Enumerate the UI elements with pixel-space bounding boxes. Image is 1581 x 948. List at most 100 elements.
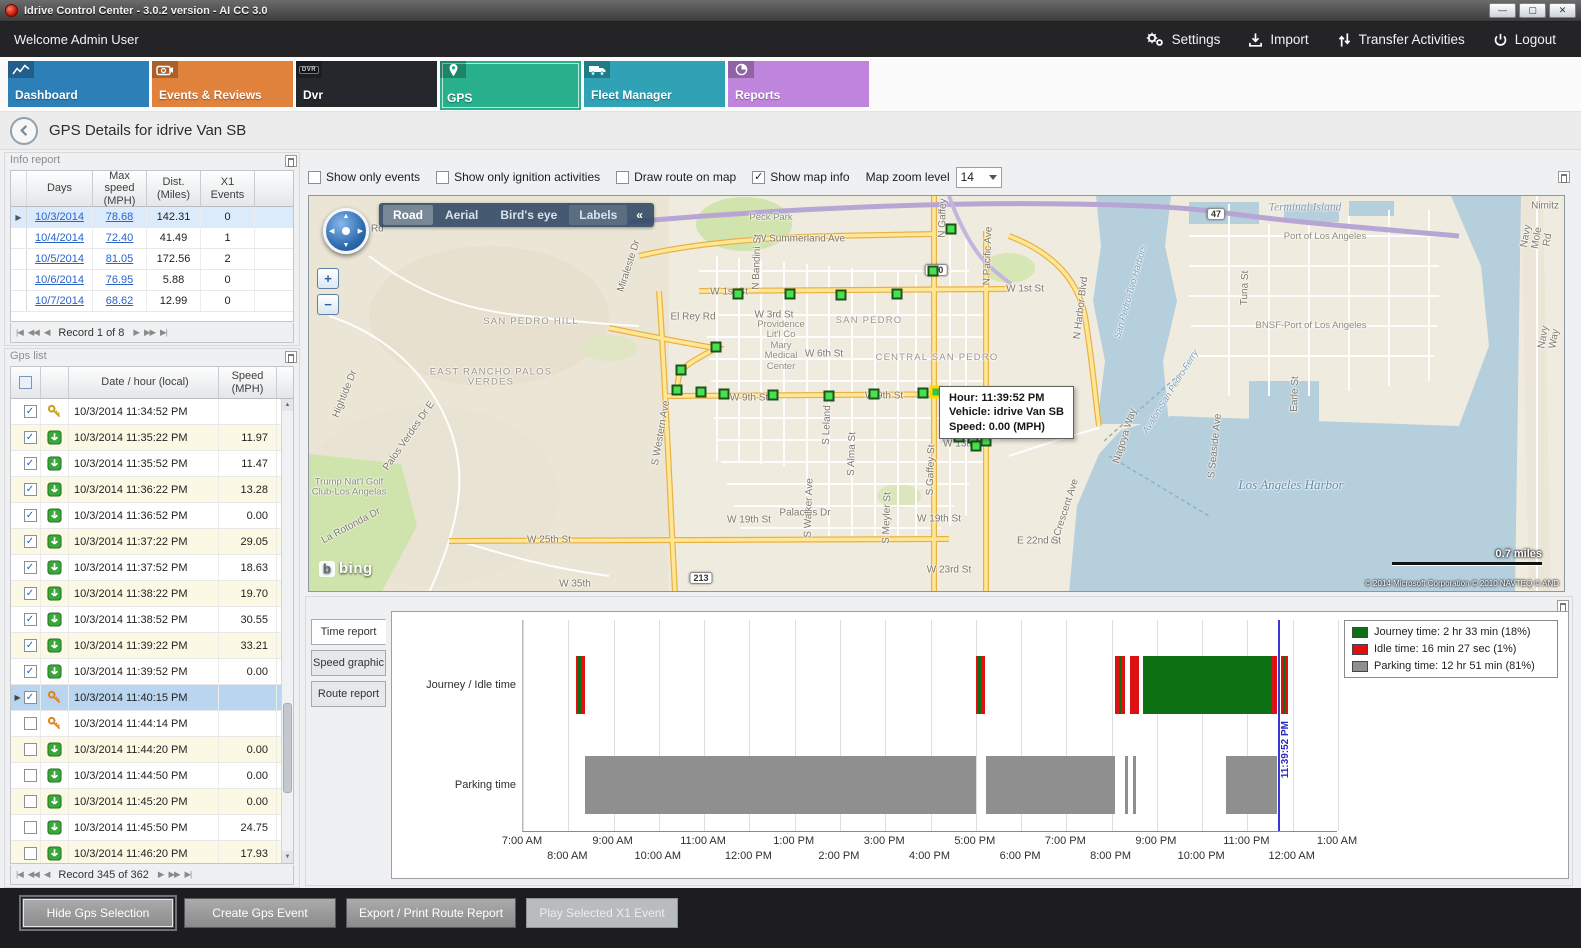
settings-button[interactable]: Settings (1134, 26, 1232, 53)
expand-panel-icon[interactable] (285, 351, 297, 363)
gps-row-checkbox[interactable]: ✓ (11, 529, 41, 554)
gps-datetime-cell[interactable]: 10/3/2014 11:36:52 PM (69, 503, 219, 528)
gps-list-row[interactable]: 10/3/2014 11:45:20 PM 0.00 (11, 789, 293, 815)
gps-row-checkbox[interactable]: ✓ (11, 425, 41, 450)
gps-list-row[interactable]: 10/3/2014 11:45:50 PM 24.75 (11, 815, 293, 841)
day-cell[interactable]: 10/7/2014 (27, 291, 93, 311)
gps-list-row[interactable]: ✓ 10/3/2014 11:34:52 PM (11, 399, 293, 425)
gps-row-checkbox[interactable] (11, 789, 41, 814)
map-style-birdseye[interactable]: Bird's eye (500, 208, 558, 222)
gps-point-marker[interactable] (835, 289, 847, 301)
gps-datetime-cell[interactable]: 10/3/2014 11:44:14 PM (69, 711, 219, 736)
max-speed-cell[interactable]: 78.68 (93, 207, 147, 227)
column-header-datetime[interactable]: Date / hour (local) (69, 367, 219, 398)
pan-left-icon[interactable]: ◀ (329, 228, 335, 235)
max-speed-cell[interactable]: 81.05 (93, 249, 147, 269)
select-all-checkbox[interactable] (11, 367, 41, 398)
column-header-speed[interactable]: Speed (MPH) (219, 367, 277, 398)
gps-list-row[interactable]: 10/3/2014 11:46:20 PM 17.93 (11, 841, 293, 863)
gps-list-row[interactable]: 10/3/2014 11:44:50 PM 0.00 (11, 763, 293, 789)
scroll-up-icon[interactable]: ▲ (282, 399, 293, 411)
column-header-days[interactable]: Days (27, 171, 93, 206)
zoom-out-button[interactable]: − (317, 294, 339, 315)
day-cell[interactable]: 10/3/2014 (27, 207, 93, 227)
vertical-scrollbar[interactable]: ▲ ▼ (281, 399, 293, 863)
tab-time-report[interactable]: Time report (311, 619, 386, 645)
gps-datetime-cell[interactable]: 10/3/2014 11:37:52 PM (69, 555, 219, 580)
gps-point-marker[interactable] (695, 386, 707, 398)
tab-fleet-manager[interactable]: Fleet Manager (584, 61, 725, 107)
gps-point-marker[interactable] (784, 288, 796, 300)
gps-list-row[interactable]: 10/3/2014 11:44:20 PM 0.00 (11, 737, 293, 763)
gps-datetime-cell[interactable]: 10/3/2014 11:37:22 PM (69, 529, 219, 554)
map-option-checkbox[interactable]: Show only ignition activities (436, 170, 600, 184)
gps-point-marker[interactable] (767, 389, 779, 401)
info-report-row[interactable]: 10/4/2014 72.40 41.49 1 (11, 228, 293, 249)
last-page-icon[interactable]: ▶| (184, 869, 193, 879)
map-option-checkbox[interactable]: Show only events (308, 170, 420, 184)
gps-row-checkbox[interactable] (11, 763, 41, 788)
gps-datetime-cell[interactable]: 10/3/2014 11:45:20 PM (69, 789, 219, 814)
gps-list-row[interactable]: ▶ ✓ 10/3/2014 11:40:15 PM (11, 685, 293, 711)
zoom-in-button[interactable]: + (317, 268, 339, 289)
next-page-icon[interactable]: ▶▶ (143, 327, 156, 337)
gps-datetime-cell[interactable]: 10/3/2014 11:38:22 PM (69, 581, 219, 606)
gps-list-row[interactable]: ✓ 10/3/2014 11:35:22 PM 11.97 (11, 425, 293, 451)
gps-point-marker[interactable] (671, 384, 683, 396)
day-cell[interactable]: 10/4/2014 (27, 228, 93, 248)
hide-gps-selection-button[interactable]: Hide Gps Selection (19, 895, 177, 931)
next-page-icon[interactable]: ▶▶ (168, 869, 180, 879)
gps-point-marker[interactable] (823, 390, 835, 402)
gps-list-row[interactable]: ✓ 10/3/2014 11:37:52 PM 18.63 (11, 555, 293, 581)
map-option-checkbox[interactable]: ✓ Show map info (752, 170, 850, 184)
gps-point-marker[interactable] (970, 440, 982, 452)
gps-row-checkbox[interactable]: ▶ ✓ (11, 685, 41, 710)
gps-row-checkbox[interactable]: ✓ (11, 399, 41, 424)
prev-page-icon[interactable]: ◀◀ (27, 327, 40, 337)
gps-datetime-cell[interactable]: 10/3/2014 11:35:22 PM (69, 425, 219, 450)
info-report-row[interactable]: 10/5/2014 81.05 172.56 2 (11, 249, 293, 270)
prev-record-icon[interactable]: ◀ (43, 327, 50, 337)
gps-datetime-cell[interactable]: 10/3/2014 11:38:52 PM (69, 607, 219, 632)
expand-map-icon[interactable] (1558, 171, 1570, 183)
gps-row-checkbox[interactable] (11, 815, 41, 840)
map-style-road[interactable]: Road (383, 205, 433, 225)
gps-point-marker[interactable] (917, 387, 929, 399)
logout-button[interactable]: Logout (1482, 27, 1567, 53)
gps-datetime-cell[interactable]: 10/3/2014 11:36:22 PM (69, 477, 219, 502)
transfer-activities-button[interactable]: Transfer Activities (1326, 27, 1476, 53)
gps-datetime-cell[interactable]: 10/3/2014 11:40:15 PM (69, 685, 219, 710)
map-option-checkbox[interactable]: Draw route on map (616, 170, 736, 184)
map-compass-control[interactable]: ▲ ▼ ◀ ▶ (323, 208, 369, 254)
minimize-button[interactable]: — (1489, 3, 1516, 18)
gps-row-checkbox[interactable] (11, 737, 41, 762)
next-record-icon[interactable]: ▶ (133, 327, 139, 337)
gps-row-checkbox[interactable]: ✓ (11, 555, 41, 580)
gps-row-checkbox[interactable]: ✓ (11, 659, 41, 684)
tab-route-report[interactable]: Route report (311, 681, 386, 707)
next-record-icon[interactable]: ▶ (157, 869, 164, 879)
gps-point-marker[interactable] (868, 388, 880, 400)
pan-right-icon[interactable]: ▶ (357, 228, 363, 235)
gps-list-row[interactable]: ✓ 10/3/2014 11:37:22 PM 29.05 (11, 529, 293, 555)
gps-datetime-cell[interactable]: 10/3/2014 11:44:50 PM (69, 763, 219, 788)
column-header-max-speed[interactable]: Max speed (MPH) (93, 171, 147, 207)
map-zoom-select[interactable]: 14 (955, 166, 1002, 188)
tab-speed-graphic[interactable]: Speed graphic (311, 650, 386, 676)
gps-list-row[interactable]: ✓ 10/3/2014 11:38:52 PM 30.55 (11, 607, 293, 633)
tab-dashboard[interactable]: Dashboard (8, 61, 149, 107)
gps-row-checkbox[interactable]: ✓ (11, 503, 41, 528)
expand-panel-icon[interactable] (285, 155, 297, 167)
map-style-labels[interactable]: Labels (569, 205, 628, 225)
max-speed-cell[interactable]: 76.95 (93, 270, 147, 290)
create-gps-event-button[interactable]: Create Gps Event (184, 898, 336, 928)
gps-list-row[interactable]: 10/3/2014 11:44:14 PM (11, 711, 293, 737)
gps-datetime-cell[interactable]: 10/3/2014 11:35:52 PM (69, 451, 219, 476)
gps-list-row[interactable]: ✓ 10/3/2014 11:35:52 PM 11.47 (11, 451, 293, 477)
gps-datetime-cell[interactable]: 10/3/2014 11:34:52 PM (69, 399, 219, 424)
last-page-icon[interactable]: ▶| (160, 327, 168, 337)
gps-datetime-cell[interactable]: 10/3/2014 11:44:20 PM (69, 737, 219, 762)
gps-datetime-cell[interactable]: 10/3/2014 11:39:22 PM (69, 633, 219, 658)
gps-row-checkbox[interactable]: ✓ (11, 633, 41, 658)
